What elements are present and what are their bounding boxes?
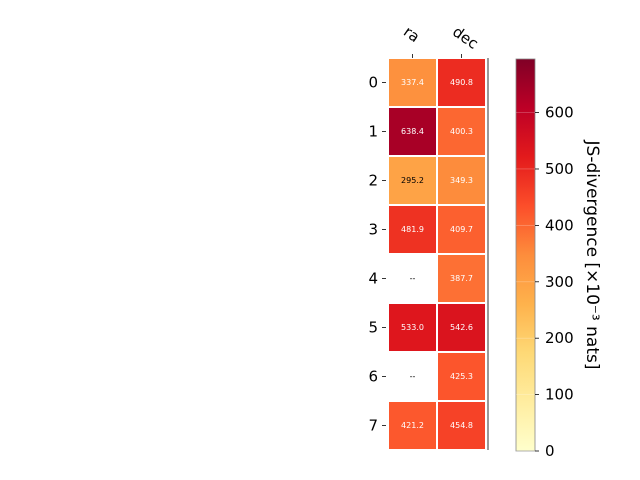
cell-value-label: 387.7	[450, 274, 473, 283]
heatmap-cell	[438, 59, 485, 106]
heatmap-cell	[438, 255, 485, 302]
colorbar-tick-label: 500	[545, 160, 574, 178]
cell-value-label: 425.3	[450, 372, 473, 381]
row-label: 4	[368, 270, 378, 288]
colorbar-tick-label: 100	[545, 386, 574, 404]
colorbar: 0 100 200 300 400 500 600	[515, 58, 574, 460]
row-label: 2	[368, 172, 378, 190]
row-label: 0	[368, 74, 378, 92]
heatmap-cell	[389, 59, 436, 106]
row-label: 3	[368, 221, 378, 239]
cell-value-label: 295.2	[401, 176, 424, 185]
cell-value-label: 349.3	[450, 176, 473, 185]
colorbar-tick-label: 400	[545, 216, 574, 234]
cell-value-label: 409.7	[450, 225, 473, 234]
cell-value-label: 454.8	[450, 421, 473, 430]
row-label: 5	[368, 319, 378, 337]
cell-value-label: 542.6	[450, 323, 473, 332]
heatmap-cell	[438, 108, 485, 155]
heatmap-cell	[438, 157, 485, 204]
column-label: dec	[449, 23, 481, 53]
row-labels: 0 1 2 3 4 5 6 7	[368, 74, 386, 435]
row-label: 7	[368, 417, 378, 435]
colorbar-gradient	[515, 58, 536, 452]
heatmap-grid: 337.4 490.8 638.4 400.3 295.2 349.3 481.9 409.7…	[389, 58, 489, 450]
column-label: ra	[400, 23, 423, 47]
colorbar-tick-label: 600	[545, 104, 574, 122]
column-labels: ra dec	[400, 23, 482, 58]
row-label: 6	[368, 368, 378, 386]
cell-value-label: 533.0	[401, 323, 424, 332]
cell-value-label: 638.4	[401, 127, 424, 136]
heatmap-cell	[438, 304, 485, 351]
heatmap-cell	[438, 206, 485, 253]
heatmap-cell	[389, 108, 436, 155]
cell-value-label: 400.3	[450, 127, 473, 136]
cell-value-label: 337.4	[401, 78, 424, 87]
heatmap-cell	[438, 402, 485, 449]
colorbar-tick-label: 300	[545, 273, 574, 291]
heatmap-cell	[389, 157, 436, 204]
cell-value-label: 481.9	[401, 225, 424, 234]
colorbar-tick-label: 200	[545, 329, 574, 347]
cell-value-label: 421.2	[401, 421, 424, 430]
heatmap-cell	[389, 206, 436, 253]
colorbar-tick-label: 0	[545, 442, 555, 460]
heatmap-cell	[438, 353, 485, 400]
cell-value-label: --	[410, 372, 416, 381]
row-label: 1	[368, 123, 378, 141]
cell-value-label: 490.8	[450, 78, 473, 87]
heatmap-cell	[389, 402, 436, 449]
heatmap-cell	[389, 304, 436, 351]
cell-value-label: --	[410, 274, 416, 283]
colorbar-label: JS-divergence [×10⁻³ nats]	[582, 140, 602, 370]
